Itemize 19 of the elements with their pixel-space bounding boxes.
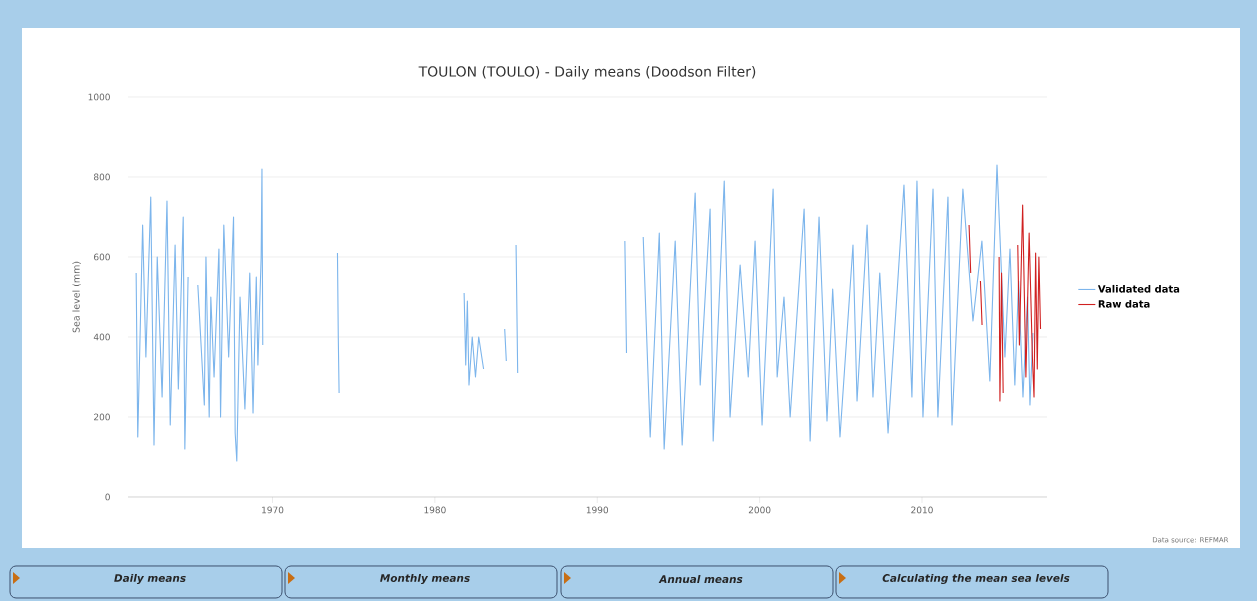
y-tick-label: 400 <box>93 333 110 341</box>
legend-label: Raw data <box>1098 299 1150 308</box>
y-tick-label: 1000 <box>88 93 110 101</box>
y-tick-label: 800 <box>93 173 110 181</box>
x-tick-label: 2000 <box>748 506 771 514</box>
y-tick-label: 600 <box>94 253 110 261</box>
chart-title: TOULON (TOULO) - Daily means (Doodson Filter) <box>418 65 756 80</box>
y-tick-label: 0 <box>105 493 110 501</box>
text: Annual means <box>658 574 743 584</box>
x-tick-label: 2010 <box>911 506 933 514</box>
x-tick-label: 1990 <box>586 506 609 514</box>
y-tick-label: 200 <box>94 413 110 421</box>
text: Monthly means <box>380 573 470 585</box>
text: Calculating the mean sea levels <box>882 573 1070 585</box>
y-axis-title: Sea level (mm) <box>72 261 81 333</box>
x-tick-label: 1970 <box>262 506 284 514</box>
text: Daily means <box>114 573 186 585</box>
legend-label: Validated data <box>1097 284 1180 293</box>
x-tick-label: 1980 <box>424 506 446 514</box>
